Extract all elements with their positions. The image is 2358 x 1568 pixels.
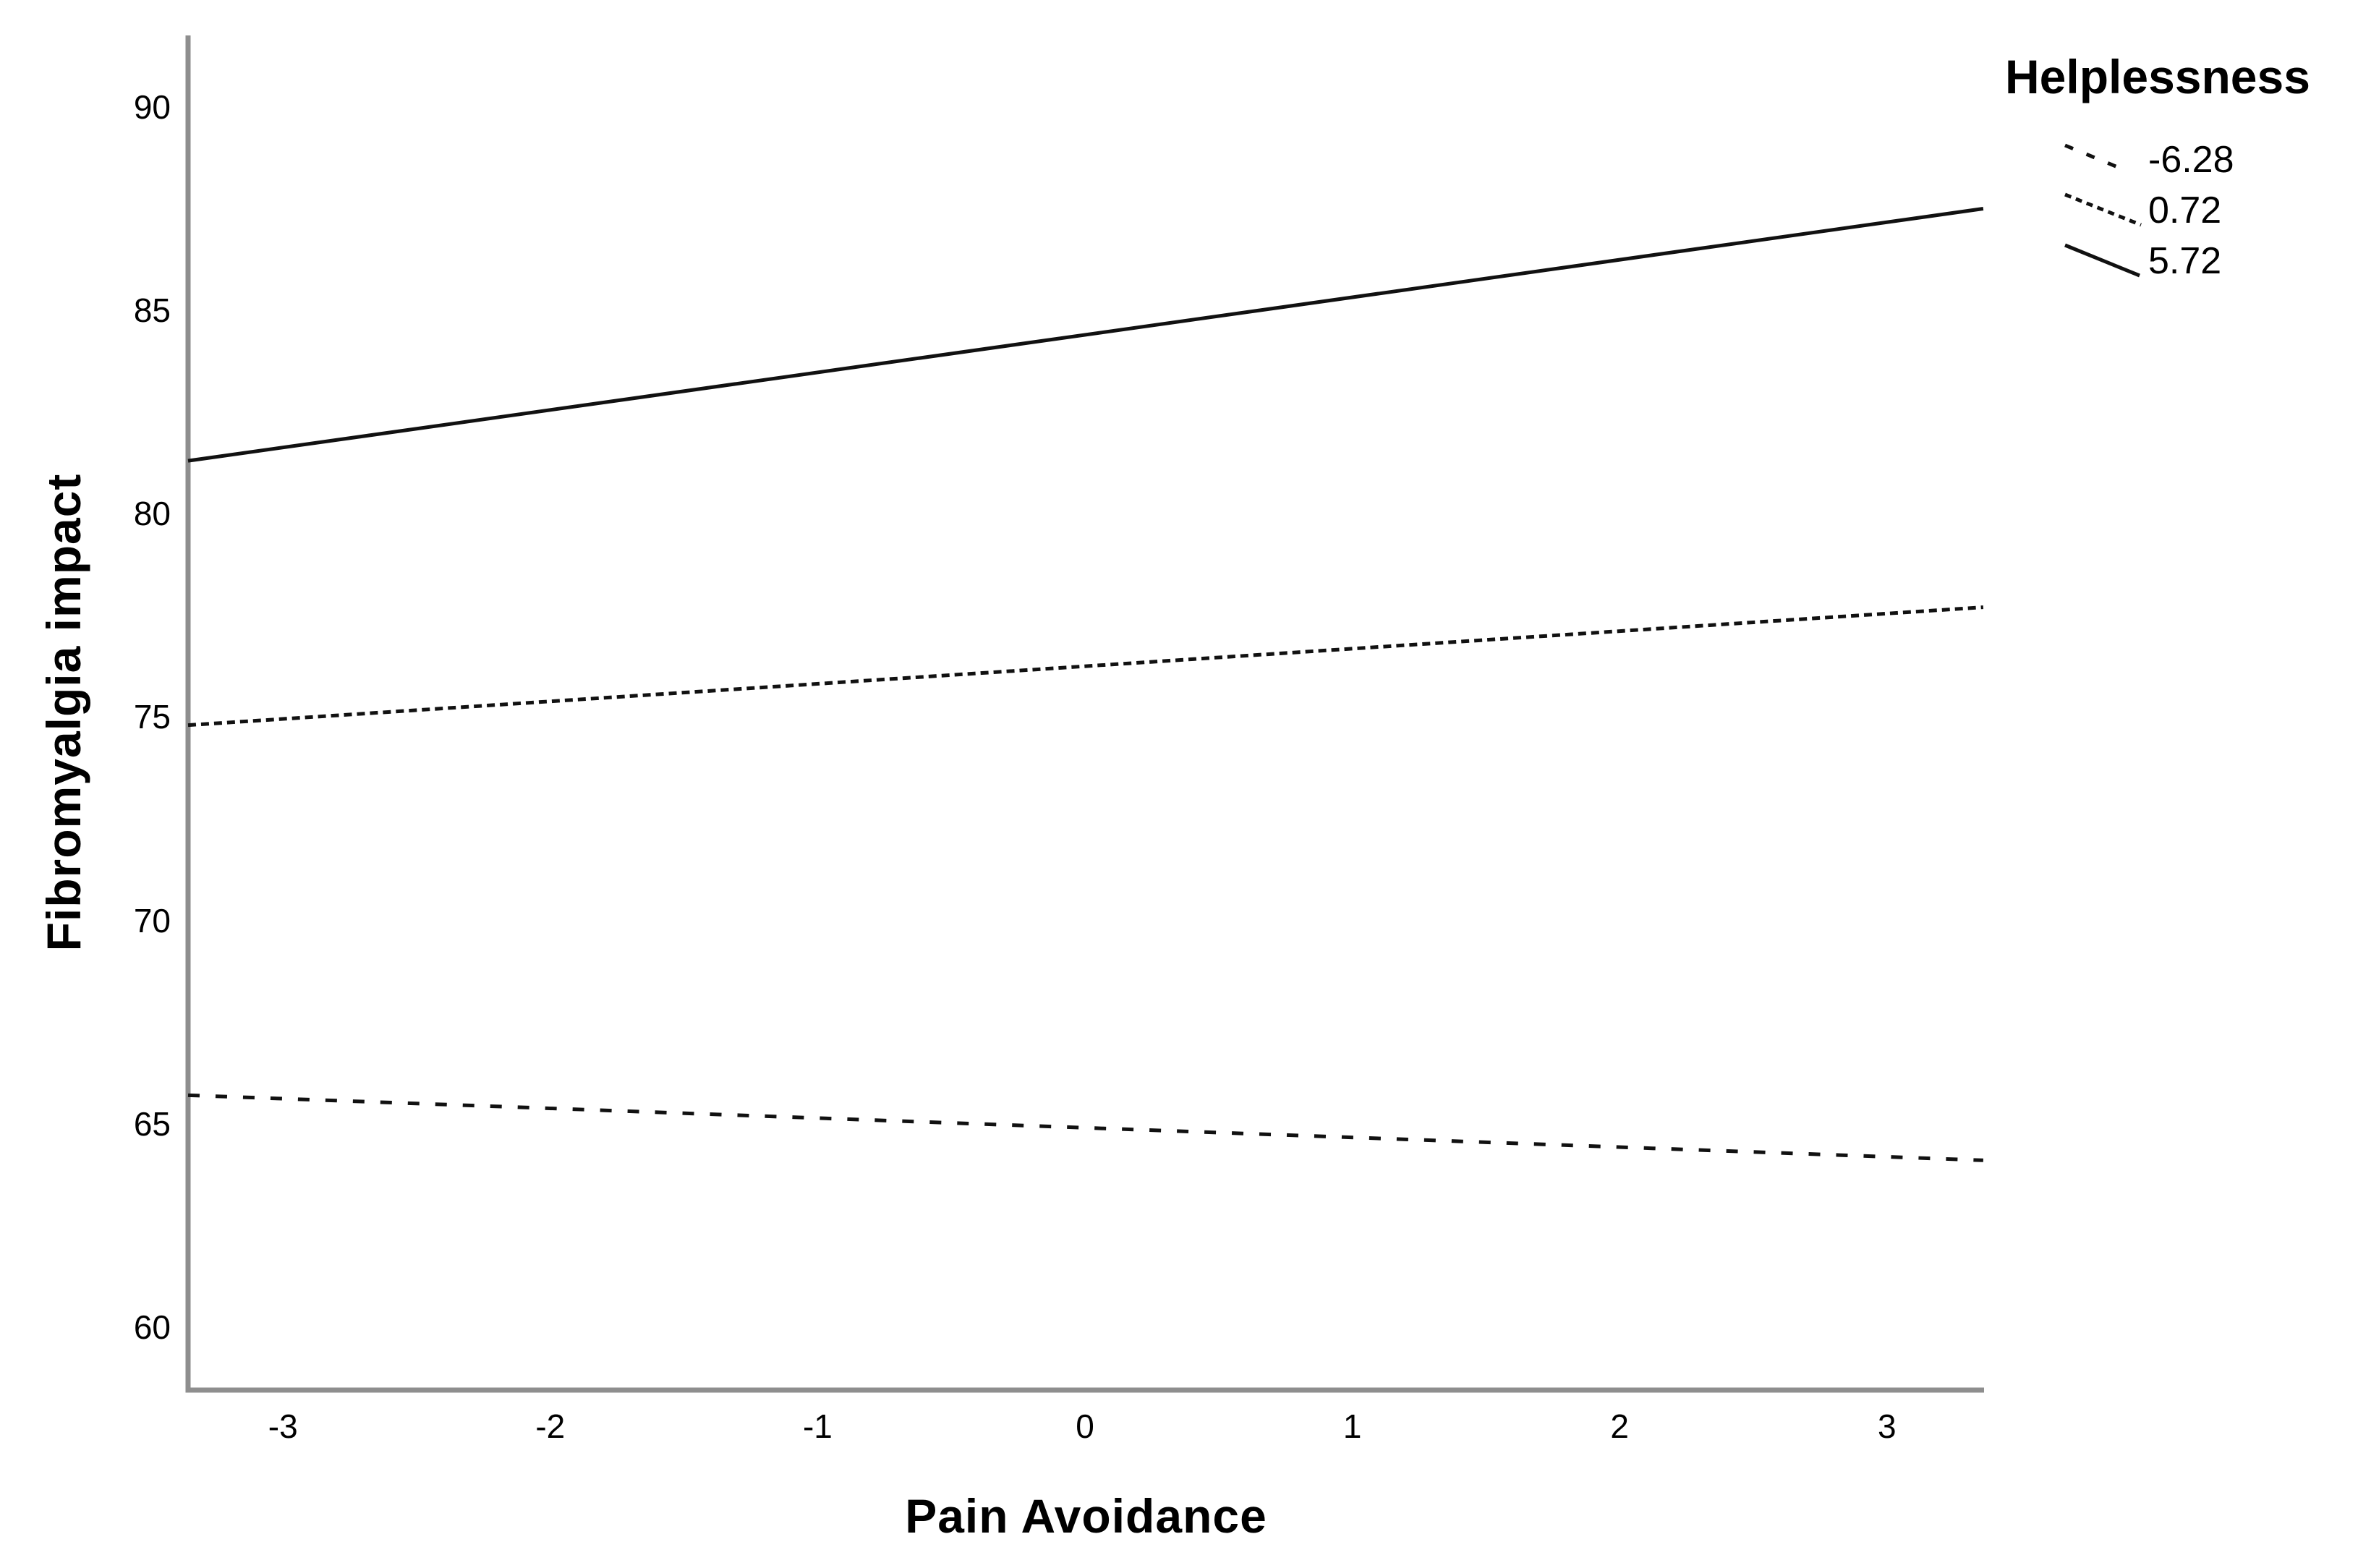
legend-item-minus-6-28: -6.28 — [2061, 137, 2310, 183]
legend-label: 5.72 — [2148, 240, 2222, 283]
y-tick-label: 65 — [133, 1104, 171, 1143]
legend-title: Helplessness — [2005, 50, 2310, 103]
legend-item-5-72: 5.72 — [2061, 238, 2310, 284]
legend-swatch-dashed-fine-icon — [2064, 192, 2142, 227]
legend-rows: -6.28 0.72 5.72 — [2005, 137, 2310, 284]
legend-label: -6.28 — [2148, 139, 2234, 182]
y-tick-label: 60 — [133, 1308, 171, 1346]
y-tick-label: 75 — [133, 698, 171, 736]
y-tick-label: 80 — [133, 495, 171, 533]
series-line-minus-6-28 — [187, 1093, 1983, 1162]
legend-swatch-dashed-coarse-icon — [2064, 143, 2129, 174]
y-tick-label: 90 — [133, 88, 171, 126]
legend-label: 0.72 — [2148, 189, 2222, 232]
y-tick-label: 85 — [133, 291, 171, 330]
x-tick-label: 1 — [1342, 1407, 1362, 1445]
legend: Helplessness -6.28 0.72 5.72 — [2005, 50, 2310, 284]
x-tick-label: -2 — [535, 1407, 566, 1445]
legend-swatch-solid-icon — [2064, 243, 2140, 278]
series-line-0-72 — [187, 605, 1984, 728]
x-tick-label: -1 — [802, 1407, 833, 1445]
x-tick-label: 2 — [1610, 1407, 1630, 1445]
x-tick-label: 0 — [1076, 1407, 1094, 1445]
y-tick-label: 70 — [133, 901, 171, 939]
x-tick-label: -3 — [268, 1407, 298, 1445]
x-axis-title: Pain Avoidance — [905, 1489, 1267, 1543]
x-tick-label: 3 — [1878, 1407, 1897, 1445]
legend-item-0-72: 0.72 — [2061, 187, 2310, 234]
series-line-5-72 — [187, 207, 1984, 463]
